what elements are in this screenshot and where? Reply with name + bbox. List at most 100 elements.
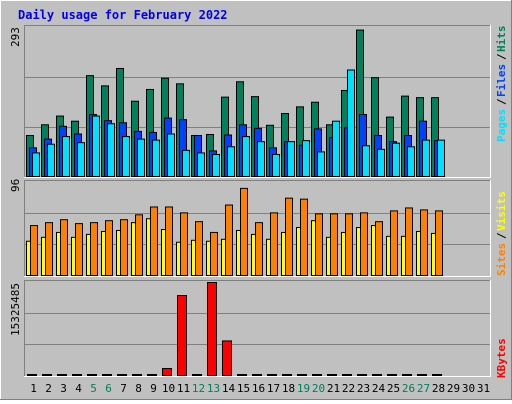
pages-bar bbox=[197, 152, 205, 177]
sites-bar bbox=[435, 210, 443, 276]
kbytes-bar bbox=[327, 374, 337, 376]
sites-bar bbox=[60, 219, 68, 276]
pages-bar bbox=[302, 140, 310, 178]
x-tick-label: 28 bbox=[432, 382, 445, 395]
kbytes-bar bbox=[312, 374, 322, 376]
sites-bar bbox=[135, 214, 143, 276]
pages-bar bbox=[377, 148, 385, 177]
bot-ymax-label: 15325485 bbox=[9, 283, 22, 336]
kbytes-bar bbox=[417, 374, 427, 376]
sites-bar bbox=[90, 222, 98, 276]
x-tick-label: 26 bbox=[402, 382, 415, 395]
x-tick-label: 31 bbox=[477, 382, 490, 395]
sites-bar bbox=[75, 223, 83, 276]
legend-sep-2: / bbox=[495, 53, 508, 60]
x-tick-label: 1 bbox=[30, 382, 37, 395]
x-tick-label: 17 bbox=[267, 382, 280, 395]
x-tick-label: 23 bbox=[357, 382, 370, 395]
sites-bar bbox=[225, 204, 233, 276]
legend-kbytes: KBytes bbox=[495, 338, 508, 378]
kbytes-bar bbox=[267, 374, 277, 376]
pages-bar bbox=[227, 146, 235, 178]
sites-bar bbox=[165, 206, 173, 277]
pages-bar bbox=[107, 123, 115, 177]
sites-bar bbox=[195, 221, 203, 277]
sites-bar bbox=[150, 206, 158, 277]
sites-bar bbox=[120, 219, 128, 276]
pages-bar bbox=[77, 142, 85, 177]
pages-bar bbox=[257, 141, 265, 177]
pages-bar bbox=[392, 142, 400, 178]
x-tick-label: 29 bbox=[447, 382, 460, 395]
top-ymax-label: 293 bbox=[9, 27, 22, 47]
pages-bar bbox=[347, 69, 355, 177]
kbytes-bar bbox=[147, 374, 157, 376]
x-tick-label: 27 bbox=[417, 382, 430, 395]
x-tick-label: 18 bbox=[282, 382, 295, 395]
mid-legend: Sites / Visits bbox=[495, 191, 508, 276]
legend-sites: Sites bbox=[495, 243, 508, 276]
pages-bar bbox=[212, 153, 220, 178]
x-tick-label: 10 bbox=[162, 382, 175, 395]
kbytes-bar bbox=[222, 340, 232, 376]
kbytes-panel bbox=[24, 280, 491, 377]
pages-bar bbox=[287, 141, 295, 177]
sites-bar bbox=[285, 197, 293, 277]
kbytes-bar bbox=[72, 374, 82, 376]
sites-bar bbox=[270, 212, 278, 277]
x-tick-label: 7 bbox=[120, 382, 127, 395]
x-tick-label: 4 bbox=[75, 382, 82, 395]
x-tick-label: 16 bbox=[252, 382, 265, 395]
x-tick-label: 8 bbox=[135, 382, 142, 395]
kbytes-bar bbox=[177, 295, 187, 377]
kbytes-bar bbox=[237, 374, 247, 376]
kbytes-bar bbox=[432, 374, 442, 376]
pages-bar bbox=[317, 151, 325, 177]
kbytes-bar bbox=[357, 374, 367, 376]
sites-bar bbox=[360, 212, 368, 277]
pages-bar bbox=[272, 153, 280, 178]
pages-bar bbox=[242, 136, 250, 178]
sites-bar bbox=[420, 209, 428, 277]
top-legend: Pages / Files / Hits bbox=[495, 26, 508, 143]
pages-bar bbox=[92, 115, 100, 177]
sites-bar bbox=[105, 220, 113, 276]
kbytes-bar bbox=[42, 374, 52, 376]
pages-bar bbox=[137, 138, 145, 177]
pages-bar bbox=[362, 145, 370, 177]
x-tick-label: 12 bbox=[192, 382, 205, 395]
x-tick-label: 25 bbox=[387, 382, 400, 395]
bot-plot-area bbox=[24, 280, 490, 376]
sites-bar bbox=[315, 213, 323, 276]
x-tick-label: 3 bbox=[60, 382, 67, 395]
x-tick-label: 30 bbox=[462, 382, 475, 395]
pages-bar bbox=[182, 149, 190, 178]
pages-bar bbox=[332, 120, 340, 177]
x-tick-label: 20 bbox=[312, 382, 325, 395]
kbytes-bar bbox=[402, 374, 412, 376]
pages-bar bbox=[437, 139, 445, 178]
mid-ymax-label: 96 bbox=[9, 179, 22, 192]
x-tick-label: 14 bbox=[222, 382, 236, 395]
sites-bar bbox=[390, 210, 398, 276]
kbytes-bar bbox=[132, 374, 142, 376]
kbytes-bar bbox=[87, 374, 97, 376]
x-tick-label: 24 bbox=[372, 382, 386, 395]
x-tick-label: 6 bbox=[105, 382, 112, 395]
chart-title: Daily usage for February 2022 bbox=[18, 8, 228, 22]
visits-sites-panel bbox=[24, 180, 491, 277]
sites-bar bbox=[330, 213, 338, 276]
legend-visits: Visits bbox=[495, 191, 508, 231]
kbytes-bar bbox=[207, 282, 217, 376]
pages-bar bbox=[47, 143, 55, 178]
bot-legend: KBytes bbox=[495, 338, 508, 378]
kbytes-bar bbox=[342, 374, 352, 376]
kbytes-bar bbox=[372, 374, 382, 376]
sites-bar bbox=[240, 187, 248, 276]
kbytes-bar bbox=[252, 374, 262, 376]
pages-bar bbox=[62, 136, 70, 178]
sites-bar bbox=[45, 222, 53, 276]
x-tick-label: 15 bbox=[237, 382, 250, 395]
